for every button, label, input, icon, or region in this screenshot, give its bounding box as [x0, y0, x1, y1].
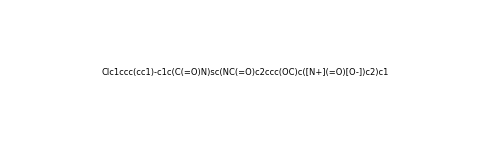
- Text: Clc1ccc(cc1)-c1c(C(=O)N)sc(NC(=O)c2ccc(OC)c([N+](=O)[O-])c2)c1: Clc1ccc(cc1)-c1c(C(=O)N)sc(NC(=O)c2ccc(O…: [101, 68, 389, 77]
